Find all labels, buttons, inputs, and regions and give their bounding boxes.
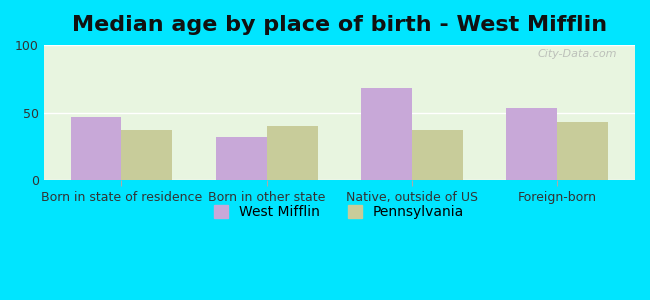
Title: Median age by place of birth - West Mifflin: Median age by place of birth - West Miff… xyxy=(72,15,607,35)
Bar xyxy=(361,88,412,180)
Bar xyxy=(266,126,318,180)
Bar xyxy=(216,137,266,180)
Bar xyxy=(122,130,172,180)
Text: City-Data.com: City-Data.com xyxy=(538,49,618,59)
Bar xyxy=(71,117,122,180)
Bar xyxy=(557,122,608,180)
Bar xyxy=(506,109,557,180)
Legend: West Mifflin, Pennsylvania: West Mifflin, Pennsylvania xyxy=(209,200,470,225)
Bar xyxy=(412,130,463,180)
